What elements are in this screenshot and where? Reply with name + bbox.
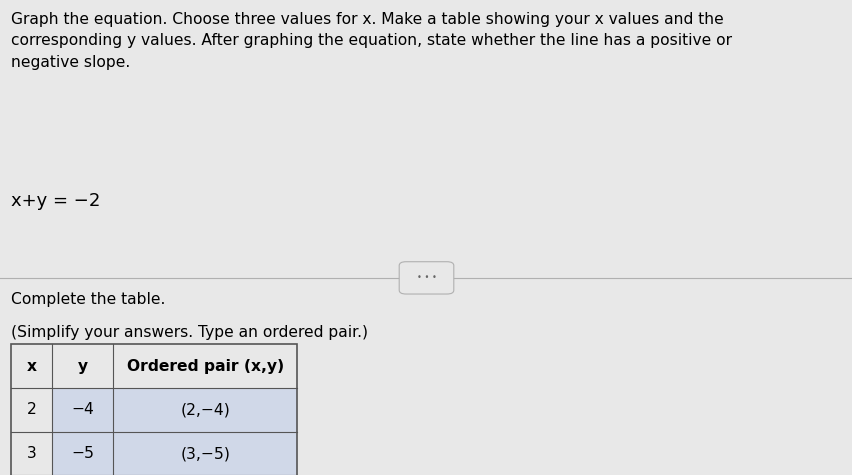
Text: −5: −5: [72, 446, 94, 461]
FancyBboxPatch shape: [399, 262, 453, 294]
Text: • • •: • • •: [416, 274, 436, 282]
Bar: [52, 388, 113, 432]
Text: (2,−4): (2,−4): [180, 402, 230, 418]
Bar: [52, 432, 113, 475]
Text: 3: 3: [26, 446, 37, 461]
Text: y: y: [78, 359, 88, 374]
Text: −4: −4: [72, 402, 94, 418]
Bar: [11, 344, 296, 475]
Text: 2: 2: [26, 402, 37, 418]
Text: x+y = −2: x+y = −2: [11, 192, 101, 210]
Text: (Simplify your answers. Type an ordered pair.): (Simplify your answers. Type an ordered …: [11, 325, 368, 341]
Bar: [113, 388, 296, 432]
Text: Graph the equation. Choose three values for x. Make a table showing your x value: Graph the equation. Choose three values …: [11, 12, 731, 70]
Bar: [113, 432, 296, 475]
Text: x: x: [26, 359, 37, 374]
Text: Complete the table.: Complete the table.: [11, 292, 165, 307]
Text: Ordered pair (x,y): Ordered pair (x,y): [126, 359, 284, 374]
Text: (3,−5): (3,−5): [180, 446, 230, 461]
